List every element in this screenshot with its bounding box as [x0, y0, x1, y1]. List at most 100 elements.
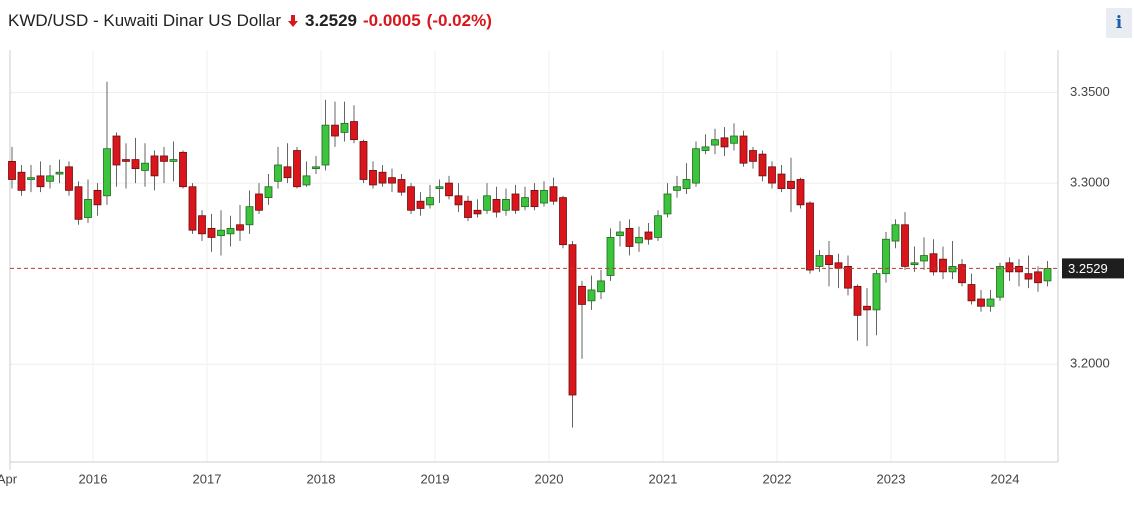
candle-body [435, 186, 444, 189]
candle-body [17, 171, 26, 191]
candle-body [93, 189, 102, 206]
candle-body [122, 159, 130, 162]
candle-body [806, 202, 814, 271]
candle-body [787, 180, 795, 189]
candle-body [8, 160, 16, 180]
candle-body [264, 186, 273, 198]
candle-body [673, 186, 681, 191]
candle-body [217, 229, 225, 237]
candle-body [141, 162, 149, 171]
x-tick-label: 2020 [535, 471, 564, 486]
candle-body [464, 200, 472, 218]
candle-body [369, 170, 377, 186]
candle-body [407, 186, 415, 211]
x-tick-label: 2024 [991, 471, 1020, 486]
candle-body [872, 273, 881, 311]
candle-body [207, 227, 216, 238]
candle-body [682, 179, 691, 189]
candle-body [815, 255, 824, 267]
candle-body [36, 175, 45, 188]
candle-body [331, 124, 339, 137]
candle-body [1034, 271, 1042, 284]
candle-body [863, 305, 871, 311]
candle-body [255, 193, 263, 211]
x-tick-label: 2017 [193, 471, 222, 486]
candle-body [796, 179, 805, 206]
candle-body [568, 244, 577, 396]
x-tick-label: 2018 [307, 471, 336, 486]
candle-body [236, 224, 244, 231]
candle-body [359, 141, 368, 180]
candle-body [644, 231, 653, 240]
candle-body [625, 227, 634, 247]
candle-body [340, 122, 349, 133]
y-tick-label: 3.3500 [1070, 84, 1110, 99]
candle-body [635, 237, 643, 244]
candle-body [597, 280, 605, 293]
candle-body [853, 285, 862, 316]
candle-body [483, 195, 491, 211]
down-arrow [288, 15, 298, 27]
candle-body [986, 298, 995, 307]
change: -0.0005 [363, 11, 421, 30]
change-percent: (-0.02%) [426, 11, 492, 30]
candle-body [578, 285, 586, 305]
info-button[interactable]: i [1106, 8, 1132, 38]
candle-body [502, 199, 510, 211]
candle-body [1005, 262, 1014, 273]
candle-body [834, 262, 843, 269]
y-tick-label: 3.2000 [1070, 356, 1110, 371]
candle-body [293, 150, 301, 188]
candle-body [958, 264, 966, 284]
candle-body [758, 153, 767, 177]
candle-body [882, 238, 890, 275]
candle-body [977, 298, 985, 307]
candle-body [84, 199, 92, 218]
candle-body [929, 253, 938, 273]
candle-body [891, 224, 900, 242]
candle-body [730, 135, 738, 144]
x-tick-label: 2019 [421, 471, 450, 486]
candle-body [160, 155, 168, 162]
candle-body [920, 255, 928, 262]
candle-body [739, 135, 748, 164]
candle-body [426, 197, 434, 206]
candle-body [549, 186, 558, 202]
candle-body [454, 195, 463, 206]
candle-body [825, 255, 833, 266]
candle-body [720, 137, 729, 148]
candle-body [245, 206, 254, 226]
candle-body [559, 197, 567, 246]
candle-body [654, 215, 662, 238]
candle-body [112, 135, 121, 166]
candle-body [169, 159, 178, 162]
candle-body [198, 215, 206, 235]
last-price-label: 3.2529 [1068, 261, 1108, 276]
title: KWD/USD - Kuwaiti Dinar US Dollar [8, 11, 281, 30]
candle-body [1043, 268, 1052, 282]
candle-body [749, 150, 757, 162]
candle-body [416, 200, 425, 209]
candle-body [967, 284, 976, 302]
candle-body [606, 237, 615, 276]
candle-body [844, 266, 852, 289]
candle-body [910, 262, 919, 266]
candle-body [179, 151, 187, 188]
candle-body [587, 289, 596, 302]
x-tick-label: Apr [0, 471, 18, 486]
candle-body [521, 197, 529, 208]
candle-body [74, 186, 83, 220]
candle-body [302, 175, 311, 186]
y-tick-label: 3.3000 [1070, 175, 1110, 190]
candle-body [321, 124, 330, 166]
candle-body [350, 121, 358, 141]
candle-body [188, 186, 197, 231]
candle-body [540, 189, 548, 204]
candle-body [1015, 266, 1023, 273]
candle-body [948, 266, 957, 273]
x-tick-label: 2021 [649, 471, 678, 486]
x-tick-label: 2016 [79, 471, 108, 486]
candle-body [768, 166, 776, 184]
